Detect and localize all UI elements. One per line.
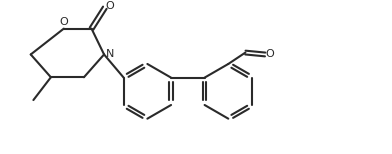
Text: O: O [105,1,114,11]
Text: O: O [60,17,68,27]
Text: O: O [266,49,274,59]
Text: N: N [105,49,114,59]
